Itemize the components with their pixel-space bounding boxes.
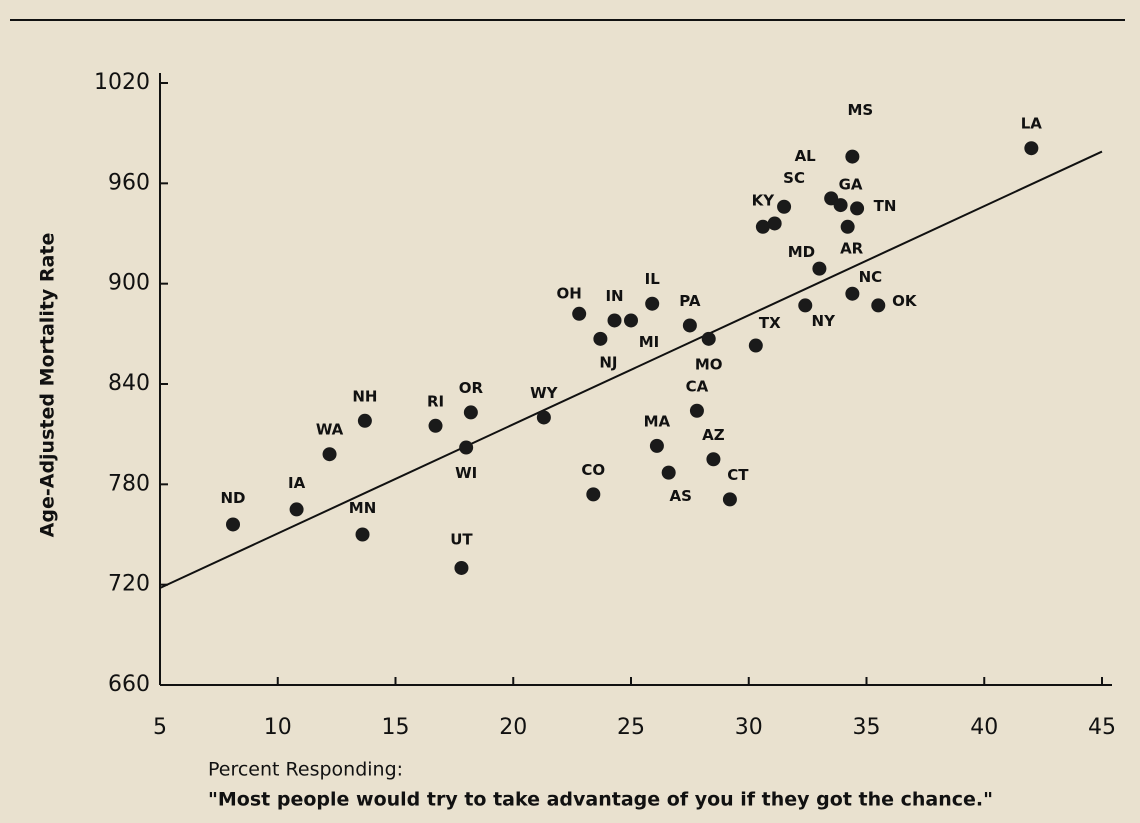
point-label: TX — [759, 314, 781, 332]
point-label: IL — [645, 270, 661, 288]
x-tick-label: 20 — [499, 715, 527, 740]
point-label: MN — [349, 499, 376, 517]
x-tick-label: 40 — [970, 715, 998, 740]
y-tick-label: 960 — [108, 170, 150, 195]
point-label: MD — [788, 243, 815, 261]
point-label: OK — [892, 292, 918, 310]
point-label: WI — [455, 464, 477, 482]
point — [593, 331, 608, 346]
point — [706, 452, 721, 467]
point-label: IN — [605, 287, 623, 305]
point-label: RI — [427, 392, 444, 410]
point-label: AS — [669, 487, 691, 505]
point-label: TN — [874, 197, 897, 215]
point — [871, 298, 886, 313]
point — [722, 492, 737, 507]
point-label: MS — [848, 101, 874, 119]
point — [833, 198, 848, 213]
point-label: OH — [557, 284, 582, 302]
y-tick-label: 840 — [108, 371, 150, 396]
point — [767, 216, 782, 231]
y-axis-label: Age-Adjusted Mortality Rate — [37, 233, 59, 538]
point — [226, 517, 241, 532]
point-label: CT — [727, 466, 749, 484]
point — [777, 199, 792, 214]
point — [645, 296, 660, 311]
point-label: NC — [859, 268, 883, 286]
point — [649, 438, 664, 453]
point — [748, 338, 763, 353]
point — [845, 286, 860, 301]
point-label: AR — [840, 239, 864, 257]
x-tick-label: 5 — [153, 715, 167, 740]
y-tick-label: 900 — [108, 271, 150, 296]
point — [624, 313, 638, 328]
point-label: MO — [695, 355, 723, 373]
y-tick-label: 660 — [108, 672, 150, 697]
point-label: IA — [288, 474, 306, 492]
point-label: OR — [459, 379, 484, 397]
point-label: WA — [316, 421, 344, 439]
point — [1024, 141, 1039, 156]
point-label: UT — [450, 530, 473, 548]
point-label: ND — [220, 489, 245, 507]
point-label: NH — [352, 387, 377, 405]
x-tick-label: 30 — [735, 715, 763, 740]
point-label: AL — [795, 147, 817, 165]
trend-line — [159, 150, 1103, 589]
point — [536, 410, 551, 425]
point — [289, 502, 304, 517]
x-tick-label: 15 — [382, 715, 410, 740]
point-label: AZ — [702, 426, 725, 444]
point — [840, 219, 855, 234]
point-label: LA — [1021, 115, 1043, 133]
point — [355, 527, 370, 542]
point — [607, 313, 622, 328]
point-label: MA — [644, 412, 671, 430]
point — [459, 440, 474, 455]
point-label: KY — [752, 191, 776, 209]
x-tick-label: 10 — [264, 715, 292, 740]
point — [682, 318, 697, 333]
point-label: SC — [783, 169, 805, 187]
x-tick-label: 45 — [1088, 715, 1116, 740]
point — [572, 306, 587, 321]
point-label: WY — [530, 384, 559, 402]
point-label: MI — [639, 333, 660, 351]
point-label: NY — [812, 312, 837, 330]
y-tick-label: 720 — [108, 572, 150, 597]
point — [755, 219, 770, 234]
point — [322, 447, 337, 462]
point-label: CA — [686, 377, 709, 395]
point — [845, 149, 860, 164]
x-axis-label: "Most people would try to take advantage… — [208, 789, 993, 811]
point — [428, 418, 443, 433]
x-axis-label: Percent Responding: — [208, 759, 403, 781]
point — [661, 465, 676, 480]
point — [454, 560, 469, 575]
point — [689, 403, 704, 418]
point-label: CO — [581, 461, 605, 479]
point — [798, 298, 813, 313]
point-label: PA — [679, 292, 701, 310]
point — [812, 261, 827, 276]
y-tick-label: 1020 — [94, 70, 150, 95]
point-label: NJ — [599, 353, 617, 371]
point-label: GA — [839, 176, 863, 194]
y-tick-label: 780 — [108, 471, 150, 496]
point — [701, 331, 716, 346]
x-tick-label: 25 — [617, 715, 645, 740]
point — [357, 413, 372, 428]
point — [586, 487, 601, 502]
point — [850, 201, 865, 216]
point — [463, 405, 478, 420]
x-tick-label: 35 — [853, 715, 881, 740]
